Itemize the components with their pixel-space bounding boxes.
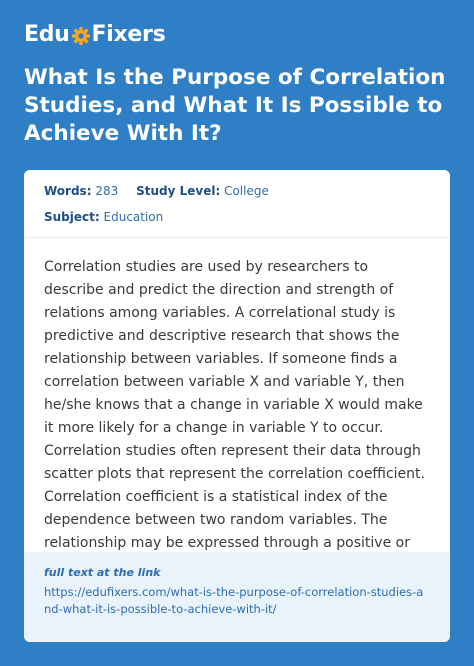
subject-value: Education	[103, 210, 164, 224]
study-level-value: College	[224, 184, 269, 198]
full-text-footer: full text at the link https://edufixers.…	[24, 552, 450, 642]
study-level-label: Study Level:	[136, 184, 221, 198]
meta-row-1: Words: 283 Study Level: College	[44, 184, 430, 199]
essay-card: Words: 283 Study Level: College Subject:…	[24, 170, 450, 642]
subject-label: Subject:	[44, 210, 100, 224]
logo-text-left: Edu	[24, 22, 70, 47]
site-logo[interactable]: Edu Fixers	[24, 22, 166, 47]
essay-excerpt: Correlation studies are used by research…	[44, 259, 425, 574]
full-text-link[interactable]: https://edufixers.com/what-is-the-purpos…	[44, 585, 424, 616]
words-label: Words:	[44, 184, 92, 198]
logo-text-right: Fixers	[91, 22, 166, 47]
gear-icon	[71, 26, 90, 45]
full-text-label: full text at the link	[44, 566, 161, 579]
meta-row-2: Subject: Education	[44, 210, 430, 225]
meta-divider	[24, 237, 450, 238]
words-value: 283	[95, 184, 119, 198]
page-title: What Is the Purpose of Correlation Studi…	[24, 65, 446, 146]
essay-meta: Words: 283 Study Level: College Subject:…	[24, 170, 450, 237]
